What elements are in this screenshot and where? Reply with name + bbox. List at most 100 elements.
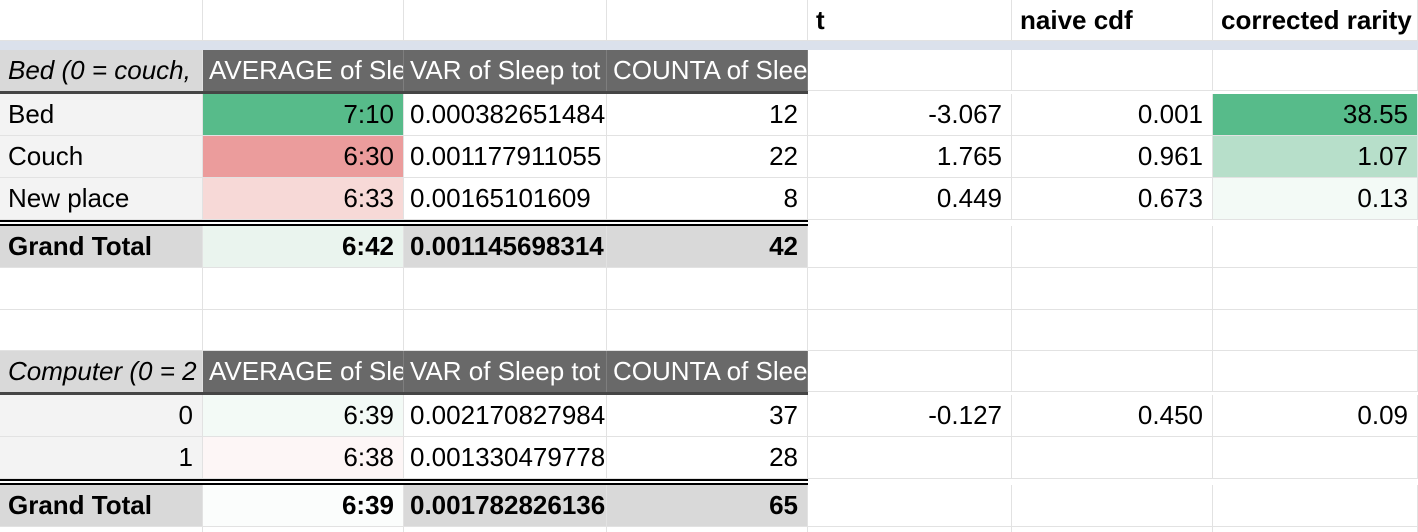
pivot2-row0-var[interactable]: 0.002170827984: [404, 395, 607, 437]
pivot1-bed-naive-cdf[interactable]: 0.001: [1012, 94, 1213, 136]
cell-blank[interactable]: [1012, 485, 1213, 527]
pivot2-col-header-var[interactable]: VAR of Sleep tot: [404, 351, 607, 392]
cell-blank[interactable]: [607, 310, 808, 351]
cell-blank[interactable]: [1012, 268, 1213, 310]
pivot1-couch-rarity[interactable]: 1.07: [1213, 136, 1418, 178]
pivot2-row1-label[interactable]: 1: [0, 437, 203, 479]
pivot1-bed-count[interactable]: 12: [607, 94, 808, 136]
stats-header-row: t naive cdf corrected rarity: [0, 0, 1418, 41]
pivot2-grand-total-avg[interactable]: 6:39: [203, 485, 404, 527]
pivot1-bed-t[interactable]: -3.067: [808, 94, 1012, 136]
cell-blank[interactable]: [0, 527, 203, 532]
cell-blank[interactable]: [0, 268, 203, 310]
pivot1-grand-total-avg[interactable]: 6:42: [203, 226, 404, 268]
empty-row: [0, 310, 1418, 351]
partial-row: [0, 527, 1418, 532]
cell-blank[interactable]: [203, 0, 404, 41]
pivot2-col-header-average[interactable]: AVERAGE of Sle: [203, 351, 404, 392]
pivot1-col-header-var[interactable]: VAR of Sleep tot: [404, 50, 607, 91]
pivot1-couch-naive-cdf[interactable]: 0.961: [1012, 136, 1213, 178]
cell-blank[interactable]: [0, 310, 203, 351]
cell-blank[interactable]: [1012, 226, 1213, 268]
cell-blank[interactable]: [1213, 268, 1418, 310]
pivot2-row0-rarity[interactable]: 0.09: [1213, 395, 1418, 437]
cell-blank[interactable]: [808, 50, 1012, 91]
cell-blank[interactable]: [808, 268, 1012, 310]
col-header-naive-cdf[interactable]: naive cdf: [1012, 0, 1213, 41]
pivot1-newplace-rarity[interactable]: 0.13: [1213, 178, 1418, 220]
cell-blank[interactable]: [1012, 437, 1213, 479]
cell-blank[interactable]: [203, 527, 404, 532]
table-row: Couch 6:30 0.001177911055 22 1.765 0.961…: [0, 136, 1418, 178]
cell-blank[interactable]: [808, 351, 1012, 392]
col-header-t[interactable]: t: [808, 0, 1012, 41]
cell-blank[interactable]: [808, 527, 1012, 532]
pivot2-grand-total-label[interactable]: Grand Total: [0, 485, 203, 527]
pivot1-bed-label[interactable]: Bed: [0, 94, 203, 136]
cell-blank[interactable]: [808, 437, 1012, 479]
cell-blank[interactable]: [203, 268, 404, 310]
pivot1-newplace-t[interactable]: 0.449: [808, 178, 1012, 220]
cell-blank[interactable]: [607, 268, 808, 310]
cell-blank[interactable]: [0, 0, 203, 41]
pivot2-row1-avg[interactable]: 6:38: [203, 437, 404, 479]
col-header-corrected-rarity[interactable]: corrected rarity: [1213, 0, 1418, 41]
pivot2-row1-count[interactable]: 28: [607, 437, 808, 479]
pivot2-row0-t[interactable]: -0.127: [808, 395, 1012, 437]
pivot1-total-border-segment: [0, 220, 808, 226]
freeze-row-divider[interactable]: [0, 41, 1418, 50]
pivot1-couch-t[interactable]: 1.765: [808, 136, 1012, 178]
pivot2-row-field-header[interactable]: Computer (0 = 2: [0, 351, 203, 392]
cell-blank[interactable]: [404, 310, 607, 351]
cell-blank[interactable]: [1213, 351, 1418, 392]
cell-blank[interactable]: [808, 226, 1012, 268]
cell-blank[interactable]: [404, 527, 607, 532]
pivot1-couch-var[interactable]: 0.001177911055: [404, 136, 607, 178]
pivot1-bed-var[interactable]: 0.000382651484: [404, 94, 607, 136]
cell-blank[interactable]: [1012, 527, 1213, 532]
pivot2-grand-total-count[interactable]: 65: [607, 485, 808, 527]
pivot2-row1-var[interactable]: 0.001330479778: [404, 437, 607, 479]
cell-blank[interactable]: [404, 268, 607, 310]
pivot1-couch-count[interactable]: 22: [607, 136, 808, 178]
cell-blank[interactable]: [1213, 226, 1418, 268]
pivot2-row0-count[interactable]: 37: [607, 395, 808, 437]
pivot1-grand-total-count[interactable]: 42: [607, 226, 808, 268]
pivot1-couch-label[interactable]: Couch: [0, 136, 203, 178]
pivot1-row-field-header[interactable]: Bed (0 = couch,: [0, 50, 203, 91]
cell-blank[interactable]: [1213, 310, 1418, 351]
pivot1-newplace-avg[interactable]: 6:33: [203, 178, 404, 220]
pivot1-col-header-average[interactable]: AVERAGE of Sle: [203, 50, 404, 91]
cell-blank[interactable]: [1213, 527, 1418, 532]
cell-blank[interactable]: [607, 527, 808, 532]
cell-blank[interactable]: [404, 0, 607, 41]
pivot1-newplace-label[interactable]: New place: [0, 178, 203, 220]
cell-blank[interactable]: [1213, 50, 1418, 91]
pivot2-row0-naive-cdf[interactable]: 0.450: [1012, 395, 1213, 437]
cell-blank[interactable]: [808, 310, 1012, 351]
pivot1-newplace-count[interactable]: 8: [607, 178, 808, 220]
pivot1-grand-total-label[interactable]: Grand Total: [0, 226, 203, 268]
pivot1-bed-rarity[interactable]: 38.55: [1213, 94, 1418, 136]
cell-blank[interactable]: [607, 0, 808, 41]
cell-blank[interactable]: [1213, 437, 1418, 479]
pivot1-header-border-segment: [0, 91, 808, 94]
cell-blank[interactable]: [1213, 485, 1418, 527]
cell-blank[interactable]: [1012, 50, 1213, 91]
pivot1-col-header-counta[interactable]: COUNTA of Slee: [607, 50, 808, 91]
cell-blank[interactable]: [203, 310, 404, 351]
cell-blank[interactable]: [1012, 310, 1213, 351]
cell-blank[interactable]: [1012, 351, 1213, 392]
pivot2-row0-label[interactable]: 0: [0, 395, 203, 437]
pivot1-bed-avg[interactable]: 7:10: [203, 94, 404, 136]
table-row: Bed 7:10 0.000382651484 12 -3.067 0.001 …: [0, 94, 1418, 136]
table-row: Grand Total 6:42 0.001145698314 42: [0, 226, 1418, 268]
pivot2-row0-avg[interactable]: 6:39: [203, 395, 404, 437]
pivot1-newplace-var[interactable]: 0.00165101609: [404, 178, 607, 220]
cell-blank[interactable]: [808, 485, 1012, 527]
pivot1-grand-total-var[interactable]: 0.001145698314: [404, 226, 607, 268]
pivot2-grand-total-var[interactable]: 0.001782826136: [404, 485, 607, 527]
pivot1-couch-avg[interactable]: 6:30: [203, 136, 404, 178]
pivot2-col-header-counta[interactable]: COUNTA of Slee: [607, 351, 808, 392]
pivot1-newplace-naive-cdf[interactable]: 0.673: [1012, 178, 1213, 220]
